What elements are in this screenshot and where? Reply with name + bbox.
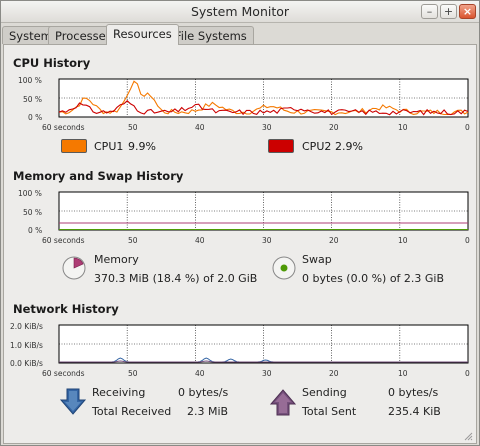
memory-usage-value: 370.3 MiB (18.4 %) of 2.0 GiB	[94, 272, 258, 285]
sending-series-line	[59, 360, 468, 363]
network-graph: 2.0 KiB/s 1.0 KiB/s 0.0 KiB/s 60 seconds…	[4, 318, 476, 380]
network-x-tick: 40	[195, 369, 205, 378]
resize-grip-icon[interactable]	[463, 431, 473, 441]
cpu-y-tick: 0 %	[28, 113, 42, 122]
cpu-x-tick: 20	[329, 123, 339, 132]
memory-x-tick: 30	[262, 236, 272, 245]
cpu1-label: CPU1	[94, 140, 124, 153]
memory-pie-icon[interactable]	[62, 256, 86, 280]
cpu-history-title: CPU History	[13, 56, 91, 70]
memory-x-tick: 20	[329, 236, 339, 245]
swap-label: Swap	[302, 253, 332, 266]
tab-processes[interactable]: Processes	[48, 26, 119, 44]
close-button[interactable]: ×	[459, 4, 476, 19]
network-y-tick: 2.0 KiB/s	[10, 322, 43, 331]
memory-x-tick: 60 seconds	[42, 236, 85, 245]
window-title: System Monitor	[190, 4, 290, 19]
memory-x-tick: 0	[465, 236, 470, 245]
cpu-x-tick: 0	[465, 123, 470, 132]
memory-x-tick: 10	[398, 236, 408, 245]
memory-graph: 100 % 50 % 0 % 60 seconds 50 40 30 20 10…	[4, 185, 476, 247]
cpu-x-tick: 30	[262, 123, 272, 132]
cpu-graph-canvas: 100 % 50 % 0 % 60 seconds 50 40 30 20 10…	[18, 76, 470, 132]
memory-y-tick: 100 %	[18, 189, 42, 198]
total-sent-value: 235.4 KiB	[388, 405, 441, 418]
cpu-graph: 100 % 50 % 0 % 60 seconds 50 40 30 20 10…	[4, 72, 476, 134]
receiving-rate: 0 bytes/s	[178, 386, 229, 399]
cpu1-series-line	[58, 80, 469, 116]
download-arrow-icon[interactable]	[59, 387, 87, 417]
memory-history-title: Memory and Swap History	[13, 169, 184, 183]
sending-rate: 0 bytes/s	[388, 386, 439, 399]
network-graph-canvas: 2.0 KiB/s 1.0 KiB/s 0.0 KiB/s 60 seconds…	[10, 322, 470, 378]
swap-usage-value: 0 bytes (0.0 %) of 2.3 GiB	[302, 272, 445, 285]
tab-file-systems[interactable]: File Systems	[168, 26, 254, 44]
cpu-x-tick: 60 seconds	[42, 123, 85, 132]
cpu-x-tick: 10	[398, 123, 408, 132]
minimize-button[interactable]: –	[421, 4, 438, 19]
memory-y-tick: 0 %	[28, 226, 42, 235]
cpu1-color-button[interactable]	[61, 139, 87, 153]
network-x-tick: 0	[465, 369, 470, 378]
network-x-tick: 10	[398, 369, 408, 378]
network-x-tick: 30	[262, 369, 272, 378]
cpu2-value: 2.9%	[335, 140, 363, 153]
network-x-tick: 60 seconds	[42, 369, 85, 378]
cpu1-value: 9.9%	[128, 140, 156, 153]
tab-resources[interactable]: Resources	[106, 24, 179, 45]
swap-pie-icon[interactable]	[272, 256, 296, 280]
sending-label: Sending	[302, 386, 347, 399]
cpu2-color-button[interactable]	[268, 139, 294, 153]
maximize-button[interactable]: +	[440, 4, 457, 19]
cpu2-series-line	[58, 100, 469, 116]
memory-x-tick: 50	[128, 236, 138, 245]
title-bar[interactable]: System Monitor – + ×	[1, 1, 479, 23]
cpu2-label: CPU2	[302, 140, 332, 153]
memory-y-tick: 50 %	[23, 208, 42, 217]
resources-panel: CPU History 100 % 50 % 0 % 60 seconds 50…	[3, 44, 477, 444]
network-history-title: Network History	[13, 302, 119, 316]
memory-label: Memory	[94, 253, 139, 266]
cpu-y-tick: 50 %	[23, 95, 42, 104]
network-y-tick: 0.0 KiB/s	[10, 359, 43, 368]
cpu-x-tick: 50	[128, 123, 138, 132]
network-x-tick: 20	[329, 369, 339, 378]
total-received-value: 2.3 MiB	[187, 405, 229, 418]
cpu-x-tick: 40	[195, 123, 205, 132]
network-y-tick: 1.0 KiB/s	[10, 341, 43, 350]
tab-bar: System Processes Resources File Systems	[1, 24, 479, 45]
total-received-label: Total Received	[92, 405, 172, 418]
upload-arrow-icon[interactable]	[269, 387, 297, 417]
cpu-y-tick: 100 %	[18, 76, 42, 85]
memory-graph-canvas: 100 % 50 % 0 % 60 seconds 50 40 30 20 10…	[18, 189, 470, 245]
total-sent-label: Total Sent	[302, 405, 357, 418]
network-x-tick: 50	[128, 369, 138, 378]
memory-x-tick: 40	[195, 236, 205, 245]
receiving-label: Receiving	[92, 386, 146, 399]
